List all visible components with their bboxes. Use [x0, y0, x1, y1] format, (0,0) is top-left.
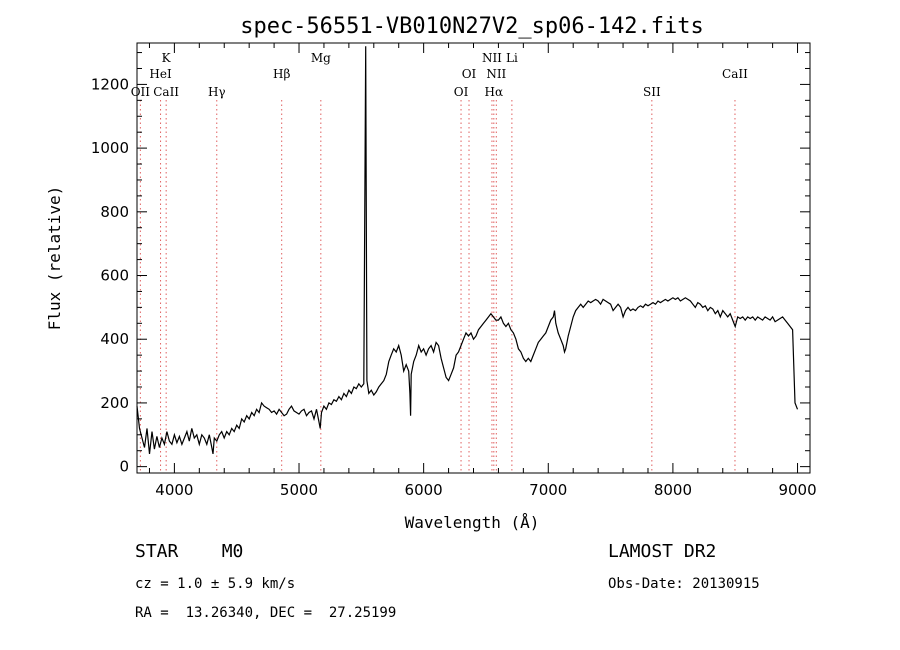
- x-tick-label: 4000: [155, 481, 193, 499]
- line-label: Hα: [485, 85, 504, 99]
- line-label: Mg: [311, 51, 331, 65]
- redshift-text: cz = 1.0 ± 5.9 km/s: [135, 576, 296, 592]
- line-label: SII: [643, 85, 661, 99]
- chart-title: spec-56551-VB010N27V2_sp06-142.fits: [240, 14, 704, 39]
- survey-text: LAMOST DR2: [608, 541, 717, 562]
- line-label: NII: [486, 67, 506, 81]
- class-text: STAR: [135, 541, 179, 562]
- x-tick-label: 5000: [280, 481, 318, 499]
- spectral-line-markers: [139, 100, 736, 473]
- x-axis-label: Wavelength (Å): [405, 513, 540, 532]
- line-label: NII: [482, 51, 502, 65]
- y-tick-label: 400: [100, 330, 129, 348]
- line-label: K: [162, 51, 172, 65]
- y-tick-label: 1000: [91, 139, 129, 157]
- coordinates-text: RA = 13.26340, DEC = 27.25199: [135, 605, 397, 621]
- y-tick-label: 200: [100, 394, 129, 412]
- line-label: Hγ: [208, 85, 226, 99]
- y-tick-label: 1200: [91, 75, 129, 93]
- plot-frame: [136, 42, 811, 474]
- y-tick-label: 600: [100, 267, 129, 285]
- y-tick-label: 800: [100, 203, 129, 221]
- x-tick-label: 7000: [529, 481, 567, 499]
- x-tick-label: 6000: [405, 481, 443, 499]
- axes: 4000 5000 6000 7000 8000 9000 0 200 400 600 800 100…: [91, 43, 817, 499]
- line-label: CaII: [722, 67, 748, 81]
- y-axis-label: Flux (relative): [45, 186, 64, 331]
- line-label: OI: [462, 67, 477, 81]
- spectral-line-labels: CaII K OII HeI Hγ Hβ Mg OI OI NII NII Hα Li SII CaII: [131, 51, 748, 99]
- line-label: HeI: [149, 67, 172, 81]
- line-label: OI: [454, 85, 469, 99]
- line-label: OII: [131, 85, 151, 99]
- line-label: Hβ: [273, 67, 290, 81]
- spectrum-line: [136, 46, 799, 455]
- line-label: Li: [506, 51, 518, 65]
- y-tick-label: 0: [119, 458, 129, 476]
- line-label: CaII: [153, 85, 179, 99]
- x-tick-label: 9000: [778, 481, 816, 499]
- x-tick-label: 8000: [654, 481, 692, 499]
- subclass-text: M0: [221, 541, 244, 562]
- object-class: STAR M0: [135, 541, 243, 562]
- obs-date-text: Obs-Date: 20130915: [608, 576, 760, 592]
